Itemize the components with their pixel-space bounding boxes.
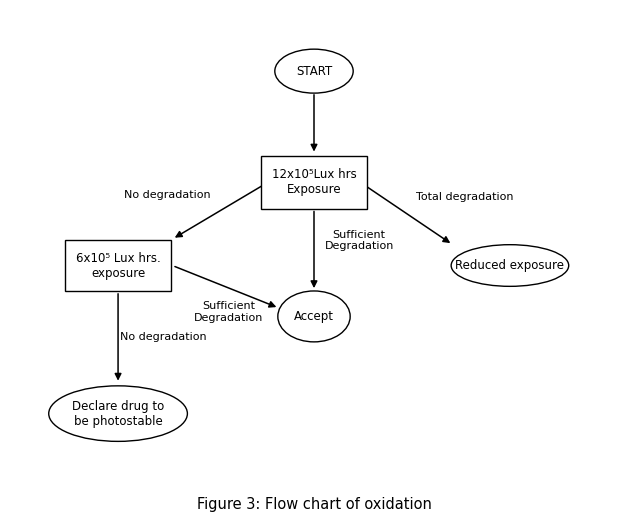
Text: 12x10⁵Lux hrs
Exposure: 12x10⁵Lux hrs Exposure — [272, 168, 356, 196]
Text: No degradation: No degradation — [120, 332, 207, 342]
Text: 6x10⁵ Lux hrs.
exposure: 6x10⁵ Lux hrs. exposure — [76, 252, 160, 280]
Text: Declare drug to
be photostable: Declare drug to be photostable — [72, 399, 164, 427]
Text: Sufficient
Degradation: Sufficient Degradation — [325, 230, 394, 251]
Text: Figure 3: Flow chart of oxidation: Figure 3: Flow chart of oxidation — [197, 497, 431, 512]
Text: START: START — [296, 64, 332, 77]
Text: Total degradation: Total degradation — [416, 191, 514, 202]
Text: Sufficient
Degradation: Sufficient Degradation — [194, 302, 263, 323]
Ellipse shape — [451, 245, 569, 287]
Ellipse shape — [49, 386, 187, 441]
Text: Accept: Accept — [294, 310, 334, 323]
Bar — [261, 155, 367, 209]
Bar — [65, 240, 171, 291]
Text: No degradation: No degradation — [124, 190, 211, 200]
Text: Reduced exposure: Reduced exposure — [455, 259, 565, 272]
Ellipse shape — [275, 49, 353, 93]
Ellipse shape — [278, 291, 350, 342]
